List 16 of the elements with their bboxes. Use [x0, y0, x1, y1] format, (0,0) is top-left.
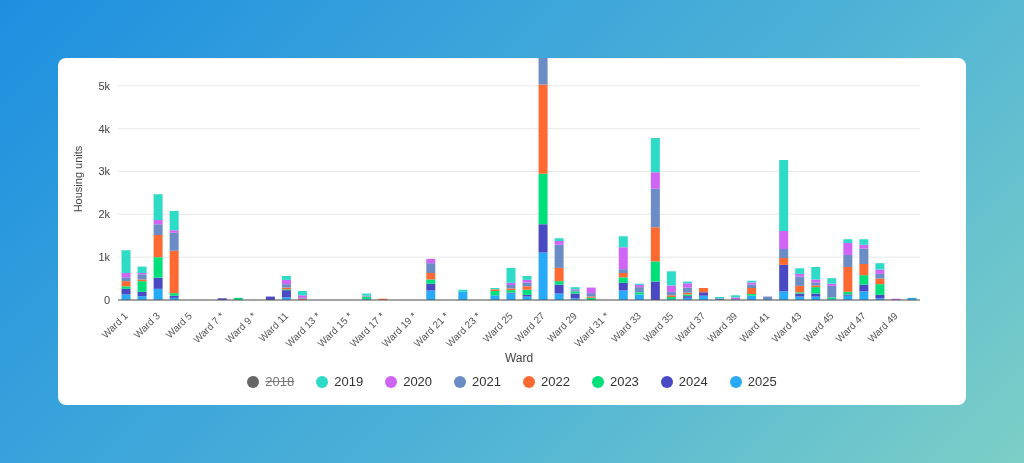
legend-label: 2022 [541, 374, 570, 389]
y-tick-label: 2k [98, 208, 111, 221]
x-axis-title: Ward [504, 351, 534, 365]
legend-label: 2021 [472, 374, 501, 389]
legend-label: 2018 [265, 374, 295, 389]
legend-label: 2023 [609, 374, 639, 389]
y-tick-label: 1k [98, 251, 111, 264]
legend-label: 2024 [678, 374, 708, 389]
legend-label: 2020 [403, 374, 433, 389]
legend-label: 2019 [334, 374, 364, 389]
legend-label: 2025 [747, 374, 777, 389]
y-axis-title: Housing units [71, 145, 84, 213]
y-tick-label: 4k [98, 122, 111, 135]
y-tick-label: 3k [98, 165, 111, 178]
y-tick-label: 5k [98, 79, 111, 92]
y-tick-label: 0 [103, 293, 110, 306]
